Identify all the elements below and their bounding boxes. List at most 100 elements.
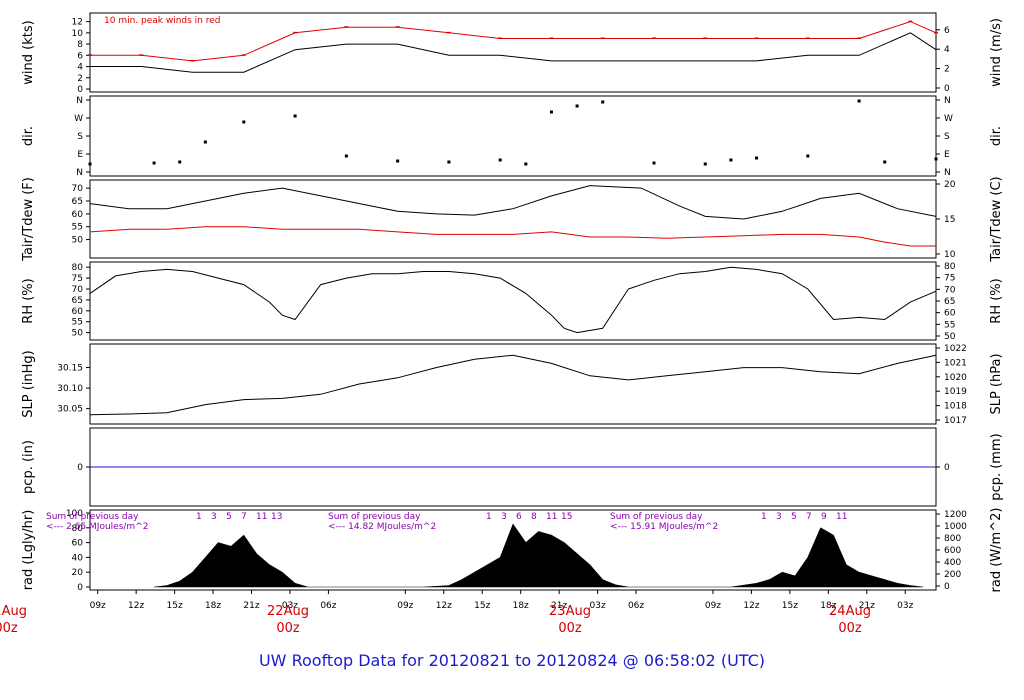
peak-wind-mark [139,54,144,56]
right-tick-label: N [944,96,951,106]
peak-wind-mark [293,31,298,34]
peak-wind-mark [652,37,656,39]
x-tick-label: 21z [551,601,567,611]
left-tick-label: 40 [72,553,84,563]
left-tick-label: 55 [72,318,83,328]
right-tick-label: 55 [944,320,955,330]
dir-point [703,162,707,166]
x-tick-label: 06z [320,601,336,611]
hour-mark: 1 [761,512,767,522]
right-tick-label: 60 [944,309,956,319]
y-axis-label-left: SLP (inHg) [21,350,36,418]
x-tick-label: 09z [90,601,106,611]
chart-title: UW Rooftop Data for 20120821 to 20120824… [258,651,766,670]
y-axis-label-left: pcp. (in) [21,440,36,494]
y-axis-label-right: dir. [989,126,1004,146]
right-tick-label: 6 [944,26,950,36]
right-tick-label: 65 [944,297,955,307]
peak-wind-mark [908,20,913,23]
day-marker-hour: 00z [558,621,582,636]
right-tick-label: 20 [944,180,956,190]
day-marker-date: 24Aug [829,604,871,619]
series-slp [89,354,937,416]
x-tick-label: 18z [513,601,529,611]
y-axis-label-left: rad (Lgly/hr) [21,510,36,591]
series-tair [89,185,937,220]
day-marker-hour: 00z [276,621,300,636]
right-tick-label: 1022 [944,344,967,354]
right-tick-label: E [944,150,950,160]
left-tick-label: S [77,132,83,142]
hour-mark: 6 [516,512,522,522]
right-tick-label: 80 [944,262,956,272]
panel-frame [89,343,937,425]
dir-point [524,162,528,166]
x-tick-label: 12z [128,601,144,611]
peak-wind-mark [446,31,451,34]
dir-point [755,156,759,160]
right-tick-label: 0 [944,84,950,94]
dir-point [178,160,182,164]
peak-wind-mark [395,26,400,28]
peak-wind-mark [498,37,503,39]
day-marker-date: 22Aug [267,604,309,619]
hour-mark: 1 [196,512,202,522]
peak-wind-mark [88,54,92,56]
left-tick-label: N [76,168,83,178]
y-axis-label-right: RH (%) [989,278,1004,323]
left-tick-label: 20 [72,568,84,578]
hour-mark: 3 [501,512,507,522]
x-tick-label: 18z [820,601,836,611]
right-tick-label: 1019 [944,387,967,397]
y-axis-label-right: Tair/Tdew (C) [989,176,1004,262]
left-tick-label: 50 [72,236,84,246]
hour-mark: 5 [226,512,232,522]
panel-slp: 30.05 30.10 30.15 1017 1018 1019 1020 1021 1022 S… [21,343,1004,426]
hour-mark: 3 [211,512,217,522]
y-axis-label-right: pcp. (mm) [989,433,1004,500]
x-tick-label: 21z [243,601,259,611]
hour-mark: 7 [241,512,247,522]
dir-point [242,120,246,124]
dir-point [203,140,207,144]
left-tick-label: 0 [77,583,83,593]
radiation-area [154,523,924,588]
peak-wind-mark [549,37,554,39]
day-sum-label: Sum of previous day [46,512,139,522]
peak-wind-mark [934,31,938,34]
right-tick-label: 10 [944,250,956,260]
dir-point [152,161,156,165]
x-tick-label: 21z [859,601,875,611]
dir-point [575,104,579,108]
dir-point [447,160,451,164]
peak-wind-mark [344,26,349,28]
hour-mark: 11 [256,512,267,522]
left-tick-label: 2 [77,74,83,84]
x-axis: 09z 12z 15z 18z 21z 03z 06z 09z 12z 15z 18z 21z 03z 0… [0,590,914,636]
x-tick-label: 18z [205,601,221,611]
x-tick-label: 15z [782,601,798,611]
hour-mark: 9 [821,512,827,522]
left-tick-label: 55 [72,223,83,233]
series-10-min-peak [90,21,937,62]
right-tick-label: 200 [944,570,961,580]
left-tick-label: 60 [72,210,84,220]
day-marker-hour: 00z [838,621,862,636]
series-tdew [89,226,936,247]
panel-pcp: 0 0 pcp. (in) pcp. (mm) [21,427,1004,507]
panel-frame [89,261,937,341]
hour-mark: 15 [561,512,572,522]
day-marker-hour: 00z [0,621,18,636]
day-marker-date: 23Aug [549,604,591,619]
right-tick-label: 50 [944,332,956,342]
left-tick-label: 6 [77,51,83,61]
peak-wind-mark [857,37,862,39]
peak-wind-mark [190,59,195,62]
right-tick-label: 400 [944,558,961,568]
left-tick-label: 80 [72,524,84,534]
left-tick-label: E [77,150,83,160]
right-tick-label: 75 [944,274,955,284]
